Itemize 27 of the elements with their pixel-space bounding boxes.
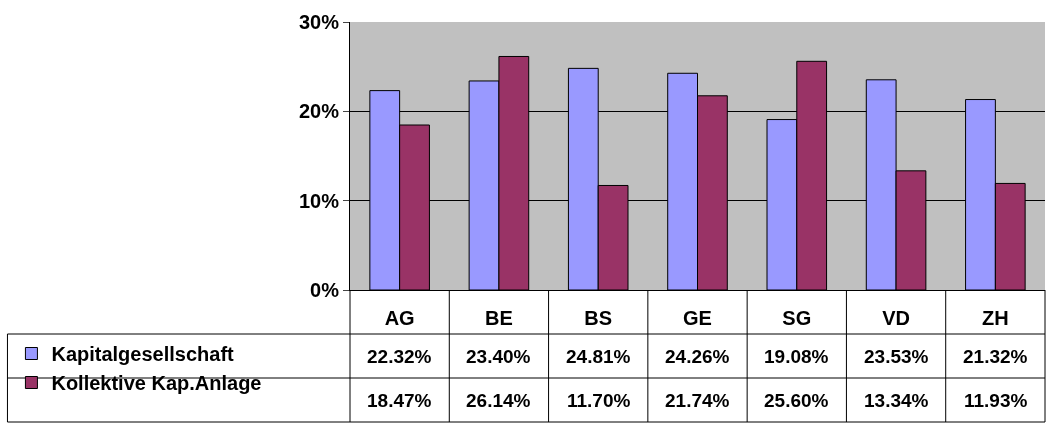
x-tick-label: VD	[882, 307, 910, 329]
x-tick-label: GE	[683, 307, 712, 329]
y-tick-label: 10%	[298, 189, 340, 212]
data-label: 24.81%	[566, 346, 631, 367]
data-label: 11.70%	[567, 390, 631, 411]
data-label: 25.60%	[764, 390, 829, 411]
y-tick-label: 30%	[298, 11, 340, 33]
y-tick-label: 20%	[298, 100, 340, 123]
x-tick-label: BS	[584, 307, 613, 329]
data-label: 26.14%	[466, 390, 531, 411]
data-label: 24.26%	[665, 346, 730, 367]
legend-label: Kapitalgesellschaft	[51, 343, 235, 366]
x-tick-label: SG	[782, 307, 812, 329]
y-tick-label: 0%	[310, 279, 340, 301]
x-tick-label: ZH	[982, 307, 1009, 329]
data-label: 23.40%	[466, 346, 531, 367]
x-tick-label: AG	[384, 307, 415, 329]
data-label: 11.93%	[964, 390, 1028, 411]
data-label: 22.32%	[367, 346, 432, 367]
data-label: 23.53%	[864, 346, 929, 367]
x-tick-label: BE	[485, 307, 513, 329]
data-label: 13.34%	[864, 390, 929, 411]
data-label: 19.08%	[764, 346, 829, 367]
legend-label: Kollektive Kap.Anlage	[51, 372, 262, 395]
data-label: 21.32%	[963, 346, 1028, 367]
data-label: 18.47%	[367, 390, 432, 411]
data-label: 21.74%	[665, 390, 730, 411]
